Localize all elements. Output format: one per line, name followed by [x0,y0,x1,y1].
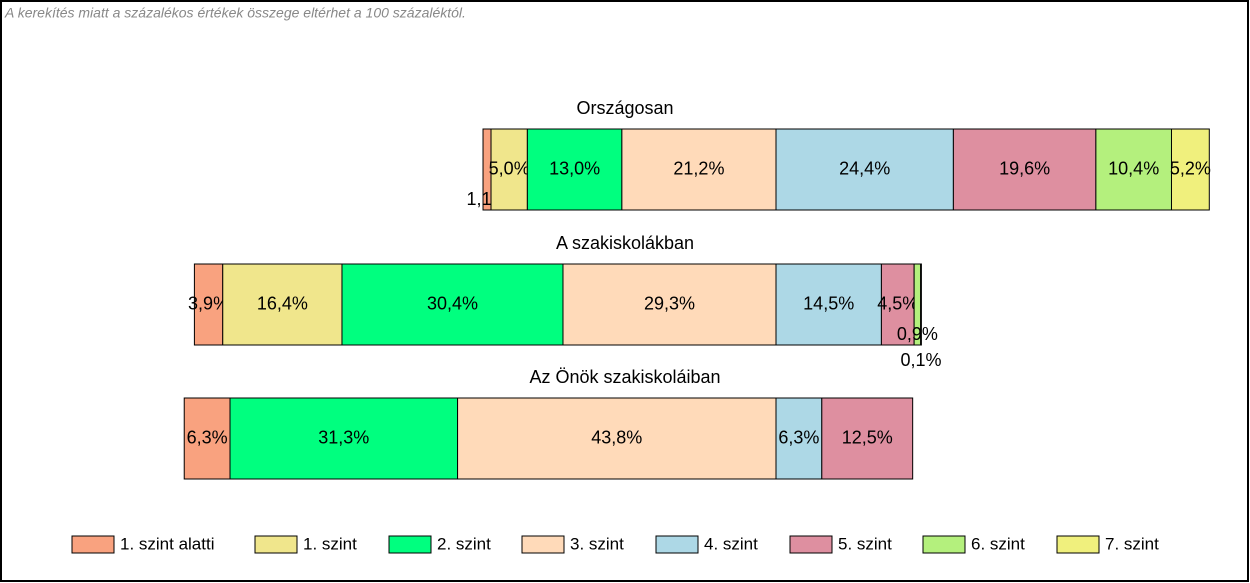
value-label: 13,0% [549,158,600,178]
legend-label: 6. szint [971,534,1025,553]
legend-swatch [655,535,699,554]
value-label: 30,4% [427,293,478,313]
note: A kerekítés miatt a százalékos értékek ö… [4,5,466,21]
legend-label: 5. szint [838,534,892,553]
value-label: 14,5% [803,293,854,313]
legend-swatch [521,535,565,554]
legend-label: 4. szint [704,534,758,553]
bar-segment [775,263,882,346]
value-label: 5,0% [489,158,530,178]
legend-swatch [922,535,966,554]
bar-segment [229,397,459,480]
legend-swatch [254,535,298,554]
value-label: 0,9% [897,324,938,344]
bar-segment [775,128,954,211]
value-label: 0,1% [901,350,942,370]
legend-swatch [1056,535,1100,554]
bar-segment [952,128,1097,211]
bar-segment [621,128,777,211]
bar-segment [193,263,224,346]
value-label: 12,5% [842,427,893,447]
legend-label: 1. szint alatti [120,534,215,553]
bar-segment [821,397,914,480]
legend-swatch [388,535,432,554]
value-label: 6,3% [187,427,228,447]
value-label: 3,9% [188,293,229,313]
value-label: 16,4% [257,293,308,313]
value-label: 21,2% [673,158,724,178]
value-label: 19,6% [999,158,1050,178]
bar-segment [222,263,343,346]
bar-segment [1170,128,1210,211]
value-label: 5,2% [1170,158,1211,178]
bar-segment [920,263,922,346]
bar-segment [457,397,777,480]
value-label: 31,3% [318,427,369,447]
value-label: 10,4% [1108,158,1159,178]
value-label: 24,4% [839,158,890,178]
bar-segment [526,128,623,211]
legend-label: 2. szint [437,534,491,553]
bar-title: Országosan [576,98,673,118]
bar-segment [1095,128,1172,211]
bar-segment [341,263,564,346]
bar-title: A szakiskolákban [556,233,694,253]
bar-title: Az Önök szakiskoláiban [529,367,720,387]
value-label: 43,8% [591,427,642,447]
legend-swatch [789,535,833,554]
bar-segment [183,397,231,480]
value-label: 29,3% [644,293,695,313]
legend-swatch [71,535,115,554]
bar-segment [775,397,823,480]
value-label: 4,5% [877,293,918,313]
legend-label: 7. szint [1105,534,1159,553]
legend-label: 1. szint [303,534,357,553]
value-label: 6,3% [778,427,819,447]
legend-label: 3. szint [570,534,624,553]
